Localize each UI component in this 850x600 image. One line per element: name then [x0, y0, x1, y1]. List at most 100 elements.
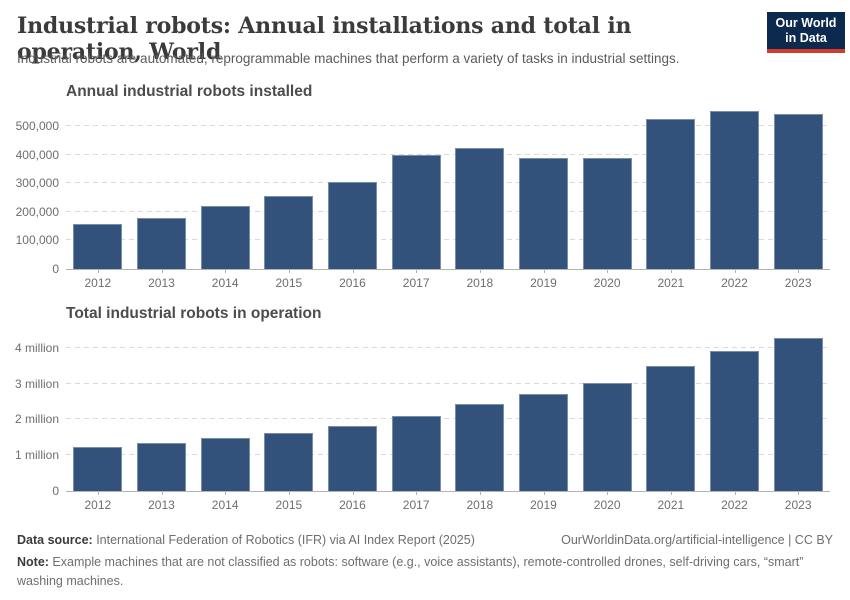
- x-axis-tick-label: 2017: [402, 276, 430, 290]
- y-axis-tick-label: 300,000: [15, 176, 59, 191]
- x-axis-tick: [225, 269, 227, 273]
- x-axis-tick-label: 2016: [339, 498, 366, 512]
- x-axis-tick: [670, 491, 672, 495]
- bar-2021[interactable]: [646, 118, 696, 269]
- owid-logo: Our World in Data: [767, 12, 845, 53]
- x-axis-tick-label: 2020: [593, 498, 621, 512]
- bar-2016[interactable]: [328, 425, 377, 491]
- x-axis-tick-label: 2015: [275, 498, 303, 512]
- owid-logo-line2: in Data: [785, 30, 827, 45]
- y-axis-tick-label: 400,000: [15, 147, 59, 162]
- x-axis-tick: [479, 491, 481, 495]
- y-axis-tick-label: 1 million: [14, 448, 59, 463]
- bar-2013[interactable]: [137, 218, 186, 269]
- x-axis-tick: [798, 491, 800, 495]
- bar-2012[interactable]: [73, 446, 123, 491]
- y-axis-tick-label: 4 million: [14, 340, 59, 355]
- x-axis-tick: [97, 491, 99, 495]
- bar-2019[interactable]: [519, 158, 568, 269]
- x-axis-tick-label: 2014: [211, 498, 239, 512]
- y-axis-tick-label: 100,000: [15, 233, 59, 248]
- y-axis-tick-label: 3 million: [14, 376, 59, 391]
- bar-2015[interactable]: [264, 432, 314, 491]
- x-axis-tick: [416, 269, 418, 273]
- x-axis-tick: [734, 269, 736, 273]
- owid-logo-accent-bar: [767, 49, 845, 53]
- gridline: [66, 382, 830, 384]
- x-axis-tick-label: 2017: [402, 498, 430, 512]
- x-axis-tick-label: 2015: [275, 276, 303, 290]
- bar-2014[interactable]: [200, 438, 250, 491]
- x-axis-tick-label: 2013: [148, 498, 175, 512]
- bar-2022[interactable]: [710, 111, 759, 269]
- x-axis-tick-label: 2022: [721, 498, 748, 512]
- x-axis-tick: [607, 269, 609, 273]
- chart-title-annual: Annual industrial robots installed: [66, 83, 313, 100]
- owid-logo-line1: Our World: [775, 15, 837, 30]
- x-axis-tick-label: 2023: [784, 498, 812, 512]
- gridline: [66, 182, 830, 184]
- bar-2023[interactable]: [773, 114, 823, 269]
- gridline: [66, 153, 830, 155]
- data-source-text: International Federation of Robotics (IF…: [92, 533, 475, 547]
- x-axis-tick: [734, 491, 736, 495]
- gridline: [66, 346, 830, 348]
- bar-2022[interactable]: [710, 351, 759, 491]
- bar-2018[interactable]: [455, 148, 505, 269]
- bar-2021[interactable]: [646, 366, 696, 491]
- note-text: Example machines that are not classified…: [17, 555, 804, 588]
- x-axis-tick: [225, 491, 227, 495]
- bar-2017[interactable]: [391, 415, 441, 491]
- x-axis-tick: [161, 269, 163, 273]
- bar-2014[interactable]: [200, 205, 250, 269]
- chart-title-total: Total industrial robots in operation: [66, 305, 322, 322]
- plot-area-annual: 0 100,000 200,000 300,000 400,000 500,000 2012…: [16, 110, 830, 290]
- x-axis-tick: [607, 491, 609, 495]
- x-axis-tick-label: 2012: [84, 498, 112, 512]
- x-axis-tick-label: 2019: [530, 276, 557, 290]
- x-axis-tick-label: 2013: [148, 276, 175, 290]
- x-axis-tick: [479, 269, 481, 273]
- gridline: [66, 125, 830, 127]
- bar-2020[interactable]: [582, 157, 632, 269]
- bar-2016[interactable]: [328, 182, 377, 269]
- bar-2020[interactable]: [582, 383, 632, 491]
- y-axis-tick-label: 200,000: [15, 204, 59, 219]
- x-axis-tick-label: 2023: [784, 276, 812, 290]
- bar-2013[interactable]: [137, 443, 186, 491]
- y-axis-tick-label: 0: [52, 484, 59, 498]
- x-axis-tick-label: 2018: [466, 498, 494, 512]
- x-axis-tick-label: 2014: [211, 276, 239, 290]
- footer-note: Note: Example machines that are not clas…: [17, 553, 833, 591]
- x-axis-tick: [416, 491, 418, 495]
- bar-2023[interactable]: [773, 337, 823, 491]
- bar-2015[interactable]: [264, 196, 314, 269]
- x-axis-tick-label: 2021: [657, 276, 685, 290]
- gridline: [66, 418, 830, 420]
- attribution-link[interactable]: OurWorldinData.org/artificial-intelligen…: [561, 533, 833, 547]
- x-axis-tick: [670, 269, 672, 273]
- x-axis-tick: [798, 269, 800, 273]
- bar-2012[interactable]: [73, 223, 123, 269]
- x-axis-tick-label: 2022: [721, 276, 748, 290]
- bar-2019[interactable]: [519, 393, 568, 491]
- chart-footer: Data source: International Federation of…: [17, 533, 833, 591]
- x-axis-tick-label: 2018: [466, 276, 494, 290]
- gridline: [66, 454, 830, 456]
- x-axis-tick: [97, 269, 99, 273]
- owid-logo-box: Our World in Data: [767, 12, 845, 49]
- chart-total-in-operation: Total industrial robots in operation 0 1 …: [0, 305, 850, 515]
- gridline: [66, 210, 830, 212]
- x-axis-tick-label: 2016: [339, 276, 366, 290]
- bar-2017[interactable]: [391, 154, 441, 269]
- x-axis-tick: [352, 491, 354, 495]
- bar-2018[interactable]: [455, 403, 505, 491]
- y-axis-tick-label: 500,000: [15, 119, 59, 134]
- plot-area-total: 0 1 million 2 million 3 million 4 million 201…: [15, 332, 830, 512]
- y-axis-tick-label: 2 million: [14, 412, 59, 427]
- note-label: Note:: [17, 555, 49, 569]
- x-axis-tick: [161, 491, 163, 495]
- chart-annual-installations: Annual industrial robots installed 0 100,…: [0, 83, 850, 293]
- x-axis-tick-label: 2019: [530, 498, 557, 512]
